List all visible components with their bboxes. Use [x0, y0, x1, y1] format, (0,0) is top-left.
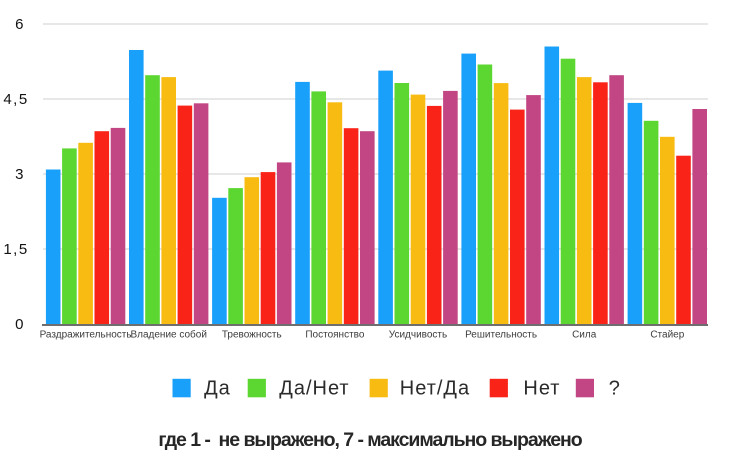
svg-text:Раздражительность: Раздражительность [40, 330, 132, 341]
svg-text:3: 3 [15, 166, 25, 183]
svg-text:Тревожность: Тревожность [222, 330, 282, 341]
svg-text:Постоянство: Постоянство [305, 330, 364, 341]
svg-text:4,5: 4,5 [3, 91, 28, 108]
svg-text:Да: Да [204, 378, 231, 400]
svg-text:где 1 - не выражено, 7 - макс: где 1 - не выражено, 7 - максимально выр… [158, 429, 582, 451]
svg-text:Нет/Да: Нет/Да [400, 378, 470, 400]
svg-text:6: 6 [15, 16, 25, 33]
svg-text:Нет: Нет [523, 378, 560, 400]
svg-text:0: 0 [15, 316, 25, 333]
svg-text:Да/Нет: Да/Нет [279, 378, 349, 400]
svg-text:1,5: 1,5 [3, 241, 28, 258]
svg-text:Сила: Сила [572, 330, 597, 341]
svg-text:Усидчивость: Усидчивость [389, 330, 447, 341]
svg-text:Стайер: Стайер [650, 330, 684, 341]
svg-text:?: ? [609, 378, 621, 400]
svg-text:Решительность: Решительность [465, 330, 537, 341]
svg-text:Владение собой: Владение собой [130, 329, 206, 341]
